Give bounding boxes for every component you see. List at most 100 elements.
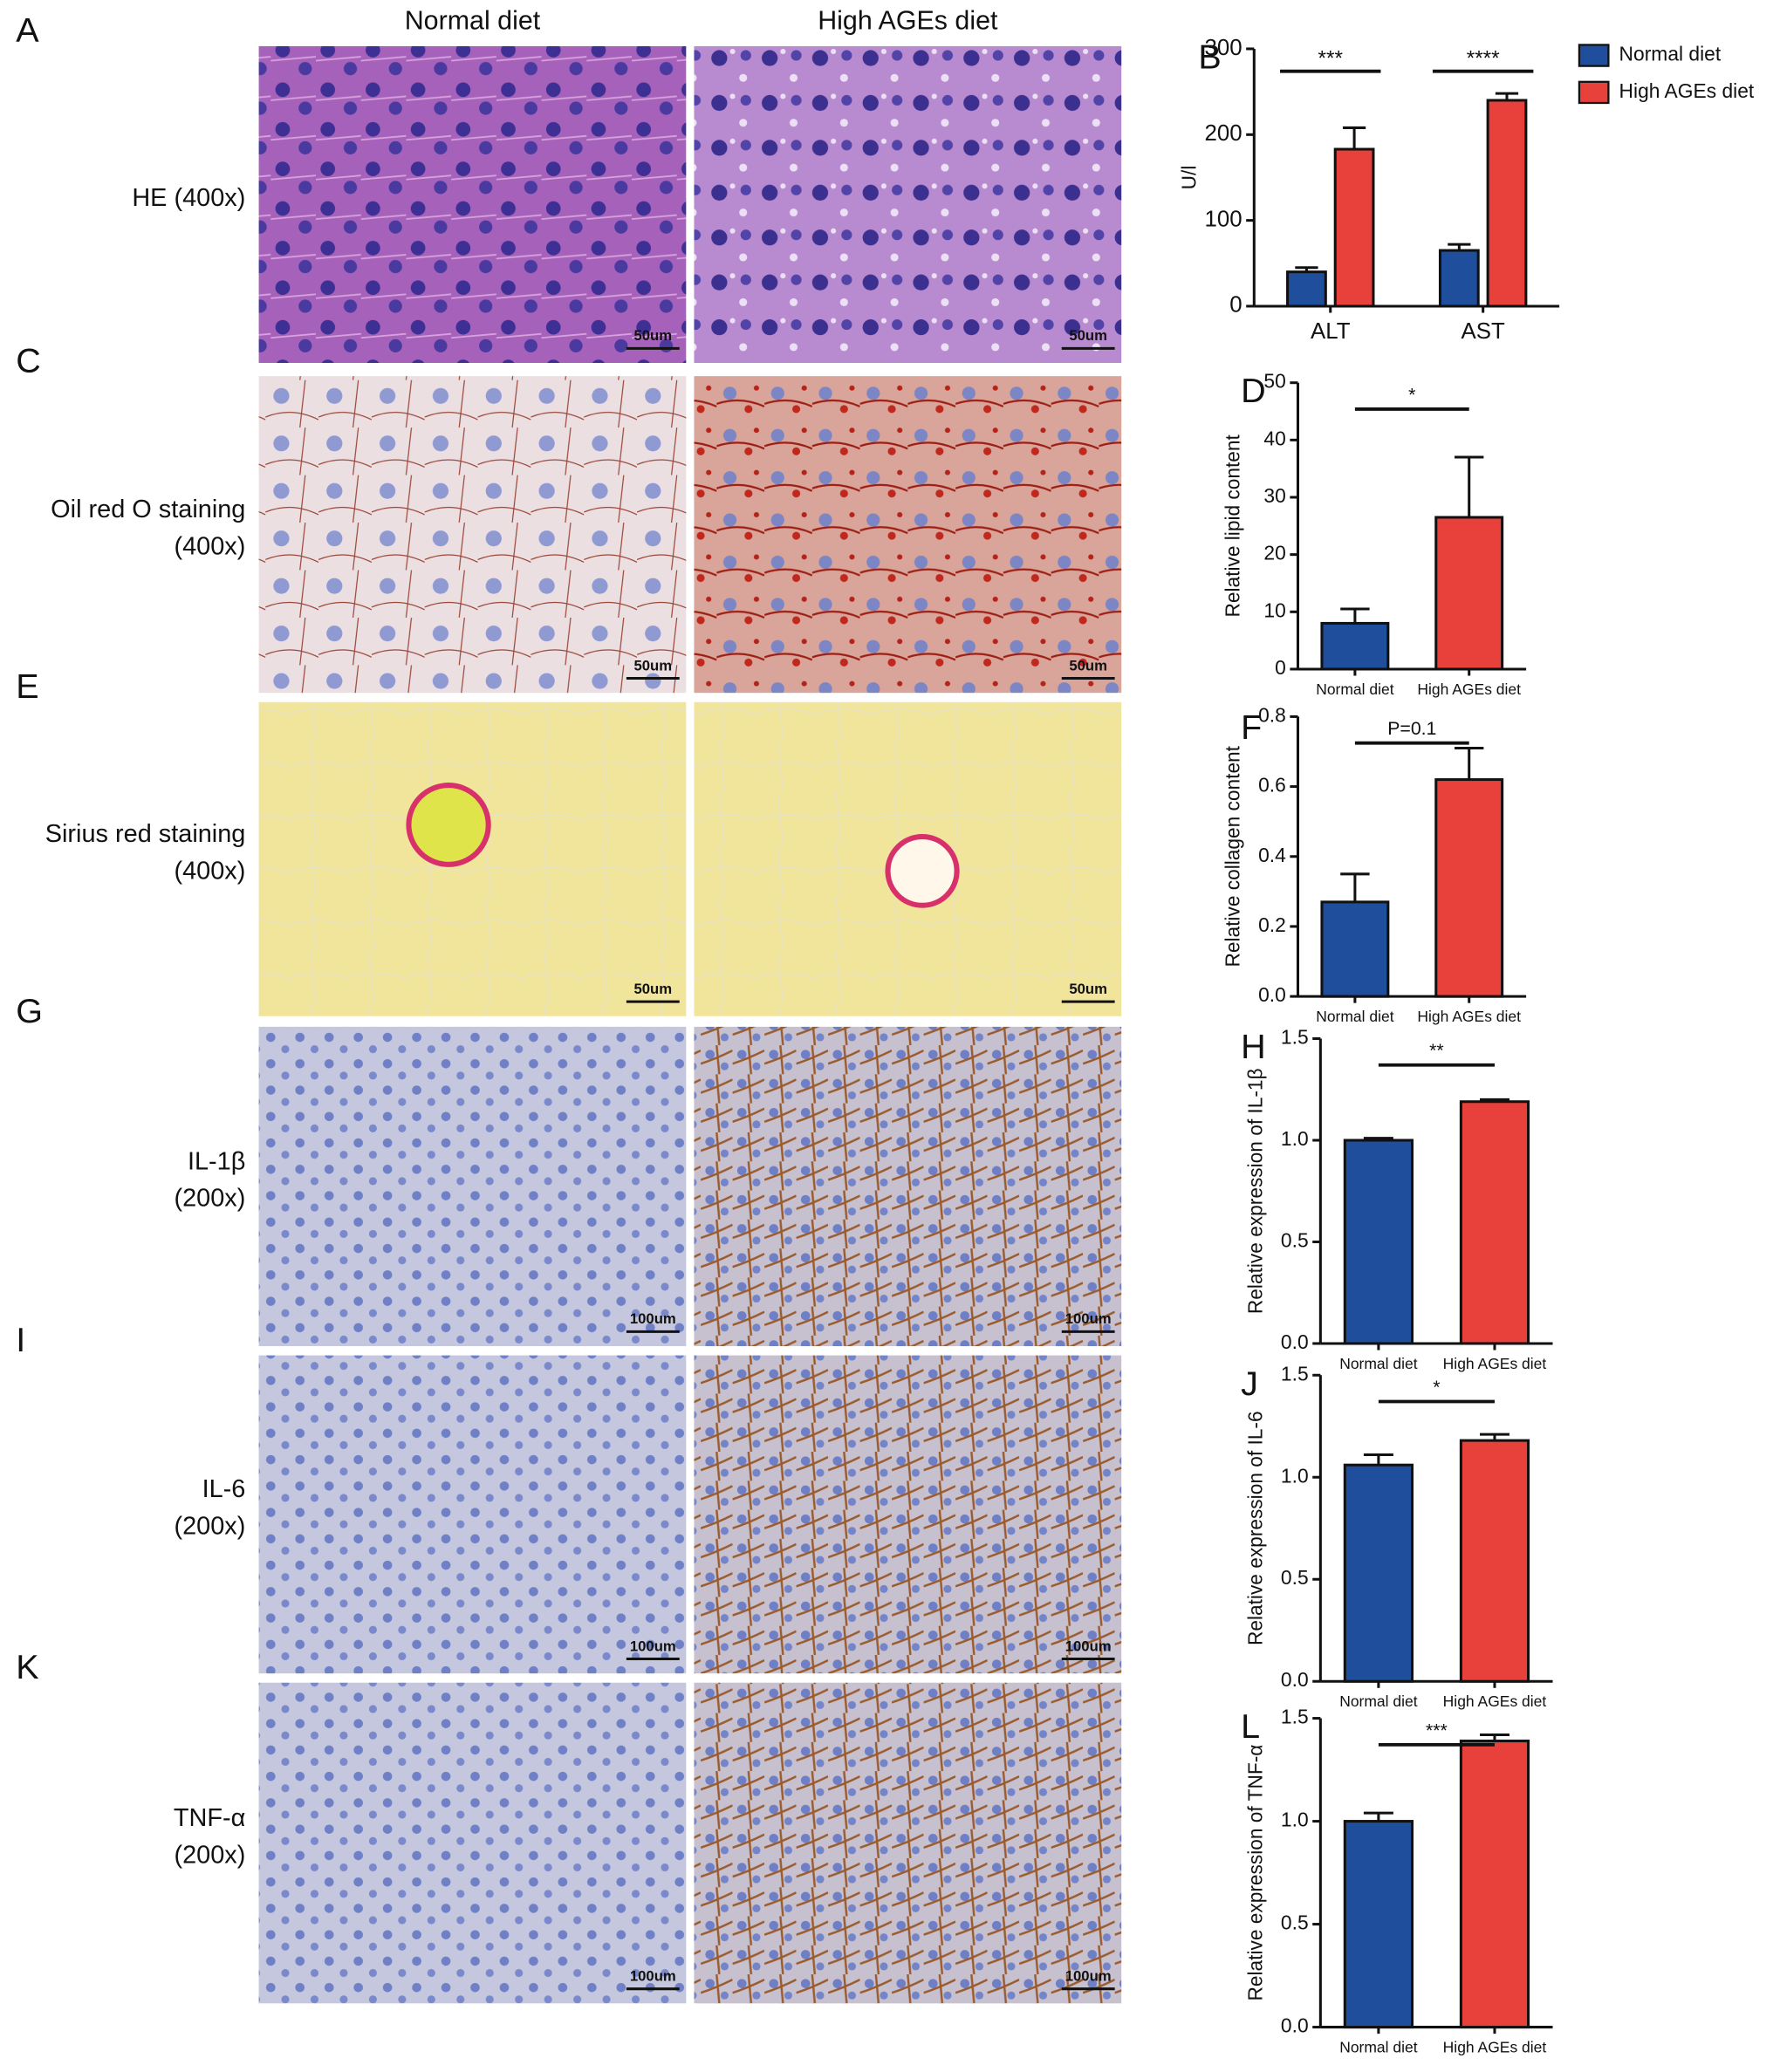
y-tick-label: 1.5 — [1281, 1706, 1309, 1728]
panel-letter: J — [1241, 1364, 1258, 1403]
y-tick-label: 0.2 — [1258, 913, 1286, 936]
micrograph — [258, 45, 687, 364]
bar — [1459, 1439, 1530, 1683]
row-label: IL-6 — [202, 1475, 246, 1503]
vessel — [885, 834, 960, 908]
y-tick-label: 100 — [1205, 207, 1242, 231]
y-axis-label: Relative expression of IL-1β — [1243, 1068, 1266, 1314]
micrograph — [694, 1682, 1122, 2004]
panel-letter: D — [1241, 372, 1266, 410]
x-tick-label: High AGEs diet — [1417, 680, 1521, 698]
y-axis-label: Relative lipid content — [1221, 434, 1243, 617]
panel-letter: I — [16, 1321, 25, 1359]
scale-bar-label: 50um — [1069, 327, 1107, 344]
y-tick-label: 0.6 — [1258, 774, 1286, 797]
micrograph — [694, 1026, 1122, 1346]
significance-label: ** — [1429, 1041, 1444, 1061]
y-tick-label: 0.5 — [1281, 1229, 1309, 1252]
significance-label: P=0.1 — [1387, 719, 1436, 739]
row-label: Sirius red staining — [45, 820, 246, 848]
y-tick-label: 1.0 — [1281, 1809, 1309, 1831]
row-label: (400x) — [174, 532, 245, 560]
bar — [1320, 900, 1390, 998]
bar — [1343, 1139, 1414, 1345]
y-tick-label: 50 — [1263, 370, 1285, 393]
legend-swatch — [1578, 44, 1610, 67]
significance-label: *** — [1318, 47, 1344, 71]
scale-bar-label: 100um — [1065, 1310, 1112, 1327]
row-label: HE (400x) — [132, 184, 245, 212]
bar — [1343, 1463, 1414, 1683]
x-tick-label: Normal diet — [1339, 2038, 1418, 2055]
y-tick-label: 0.0 — [1281, 1668, 1309, 1691]
bar — [1286, 270, 1327, 308]
y-tick-label: 40 — [1263, 427, 1285, 449]
y-axis-label: Relative expression of IL-6 — [1243, 1411, 1266, 1645]
y-axis-label: Relative collagen content — [1221, 745, 1243, 967]
panel-letter: A — [16, 11, 39, 50]
row-label: Oil red O staining — [51, 496, 245, 523]
y-tick-label: 0.8 — [1258, 703, 1286, 726]
micrograph — [258, 376, 687, 694]
legend-label: Normal diet — [1619, 43, 1722, 65]
bar — [1459, 1100, 1530, 1345]
scale-bar-label: 100um — [1065, 1638, 1112, 1654]
x-tick-label: Normal diet — [1339, 1692, 1418, 1710]
scale-bar-label: 100um — [630, 1638, 676, 1654]
panel-letter: G — [16, 992, 43, 1030]
bar — [1434, 778, 1504, 998]
x-tick-label: Normal diet — [1339, 1355, 1418, 1372]
y-tick-label: 1.5 — [1281, 1026, 1309, 1049]
y-tick-label: 300 — [1205, 36, 1242, 60]
significance-label: *** — [1426, 1720, 1448, 1740]
panel-letter: K — [16, 1648, 38, 1686]
scale-bar-label: 50um — [633, 327, 672, 344]
panel-letter: E — [16, 667, 38, 706]
bar — [1333, 147, 1375, 308]
x-tick-label: Normal diet — [1316, 680, 1394, 698]
micrograph — [694, 376, 1122, 694]
column-header: Normal diet — [405, 7, 541, 36]
micrograph — [258, 1682, 687, 2004]
y-tick-label: 0.0 — [1281, 1330, 1309, 1353]
row-label: (400x) — [174, 858, 245, 886]
significance-label: * — [1408, 385, 1415, 405]
micrographs: Normal diet High AGEs diet A HE (400x) 50um 5… — [16, 7, 1122, 2004]
micrograph — [258, 1026, 687, 1346]
x-tick-label: ALT — [1311, 319, 1351, 344]
y-axis-label: U/l — [1177, 166, 1200, 190]
scale-bar-label: 100um — [1065, 1968, 1112, 1985]
scale-bar-label: 50um — [1069, 981, 1107, 997]
legend-label: High AGEs diet — [1619, 79, 1755, 102]
panel-letter: F — [1241, 708, 1262, 747]
bar — [1438, 249, 1480, 308]
y-tick-label: 0.5 — [1281, 1911, 1309, 1934]
column-header: High AGEs diet — [818, 7, 998, 36]
y-tick-label: 0.0 — [1258, 983, 1286, 1006]
scale-bar-label: 50um — [633, 981, 672, 997]
bar — [1486, 99, 1528, 308]
significance-label: **** — [1467, 47, 1500, 71]
x-tick-label: AST — [1462, 319, 1506, 344]
panel-letter: C — [16, 341, 41, 380]
micrograph — [694, 45, 1122, 364]
scale-bar-label: 100um — [630, 1968, 676, 1985]
y-tick-label: 1.0 — [1281, 1464, 1309, 1487]
y-tick-label: 200 — [1205, 121, 1242, 146]
legend-swatch — [1578, 80, 1610, 105]
scale-bar-label: 50um — [1069, 657, 1107, 674]
x-tick-label: Normal diet — [1316, 1008, 1394, 1025]
x-tick-label: High AGEs diet — [1417, 1008, 1521, 1025]
x-tick-label: High AGEs diet — [1443, 1692, 1547, 1710]
scale-bar-label: 100um — [630, 1310, 676, 1327]
bar — [1434, 516, 1504, 671]
panel-letter: L — [1241, 1707, 1260, 1746]
bar — [1459, 1740, 1530, 2029]
vessel — [406, 783, 491, 867]
micrograph — [694, 1355, 1122, 1674]
bar — [1343, 1820, 1414, 2029]
row-label: (200x) — [174, 1513, 245, 1541]
y-tick-label: 0.0 — [1281, 2014, 1309, 2037]
